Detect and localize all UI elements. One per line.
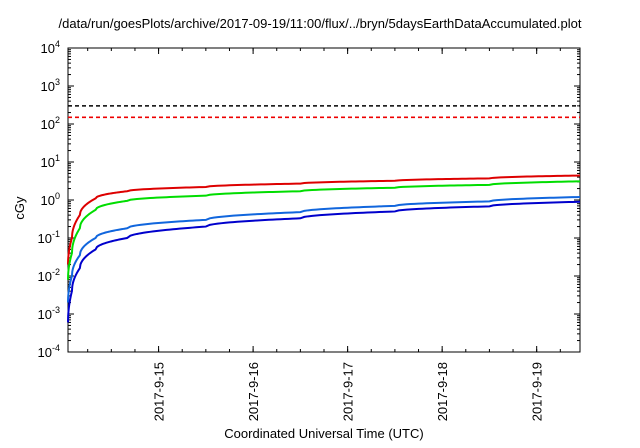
x-tick-label: 2017-9-18 xyxy=(435,362,450,421)
series-line xyxy=(67,200,581,323)
y-tick-label: 10-2 xyxy=(38,267,60,284)
series-line xyxy=(67,174,581,265)
y-tick-label: 102 xyxy=(41,115,60,132)
x-tick-label: 2017-9-16 xyxy=(246,362,261,421)
series-line xyxy=(67,180,581,280)
y-axis-label: cGy xyxy=(12,196,27,220)
x-tick-label: 2017-9-17 xyxy=(341,362,356,421)
y-tick-label: 10-4 xyxy=(38,343,60,360)
y-tick-label: 10-1 xyxy=(38,229,60,246)
x-tick-label: 2017-9-19 xyxy=(530,362,545,421)
y-tick-label: 104 xyxy=(41,39,60,56)
y-tick-label: 101 xyxy=(41,153,60,170)
y-tick-label: 103 xyxy=(41,77,60,94)
x-tick-label: 2017-9-15 xyxy=(152,362,167,421)
y-tick-label: 100 xyxy=(41,191,60,208)
y-tick-label: 10-3 xyxy=(38,305,60,322)
x-axis-label: Coordinated Universal Time (UTC) xyxy=(224,426,424,441)
series-line xyxy=(67,195,581,303)
chart-title: /data/run/goesPlots/archive/2017-09-19/1… xyxy=(58,16,582,31)
